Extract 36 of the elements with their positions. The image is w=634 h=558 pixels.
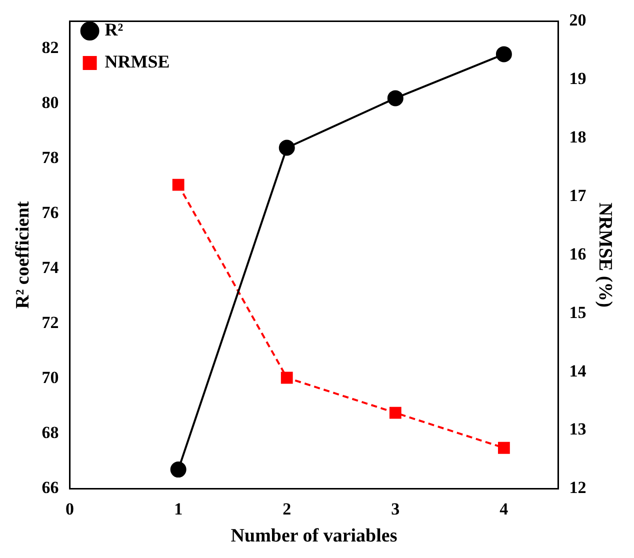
- y-tick-label: 70: [42, 368, 59, 388]
- point: [498, 442, 510, 454]
- legend-label: NRMSE: [104, 52, 170, 72]
- y2-tick-label: 15: [569, 302, 586, 322]
- point: [170, 462, 186, 478]
- y-tick-label: 82: [42, 38, 59, 58]
- x-axis-title: Number of variables: [230, 526, 398, 547]
- y-tick-label: 68: [42, 423, 59, 442]
- point: [278, 140, 295, 156]
- legend-label: R²: [104, 20, 124, 40]
- y2-tick-label: 13: [569, 420, 586, 439]
- y2-tick-label: 12: [569, 478, 586, 498]
- x-tick-label: 4: [500, 499, 509, 518]
- point: [172, 178, 184, 191]
- y2-tick-label: 19: [569, 69, 586, 88]
- y-tick-label: 76: [42, 203, 59, 222]
- y-axis-title: R² coefficient: [12, 200, 34, 309]
- y-tick-label: 80: [42, 93, 59, 112]
- y-tick-label: 66: [42, 478, 59, 498]
- y2-tick-label: 20: [569, 10, 586, 30]
- y-tick-label: 74: [42, 258, 60, 278]
- y-tick-label: 78: [42, 148, 59, 168]
- y2-axis-title: NRMSE (%): [594, 202, 616, 308]
- x-tick-label: 1: [174, 499, 183, 518]
- x-tick-label: 3: [391, 499, 400, 518]
- x-tick-label: 0: [66, 499, 74, 518]
- y-tick-label: 72: [42, 313, 59, 332]
- point: [496, 46, 512, 62]
- y2-tick-label: 14: [569, 361, 587, 380]
- y2-tick-label: 16: [569, 244, 586, 264]
- x-tick-label: 2: [282, 499, 292, 518]
- point: [280, 372, 293, 384]
- y2-tick-label: 17: [569, 186, 587, 205]
- y2-tick-label: 18: [569, 127, 586, 146]
- point: [387, 90, 404, 106]
- point: [389, 406, 402, 419]
